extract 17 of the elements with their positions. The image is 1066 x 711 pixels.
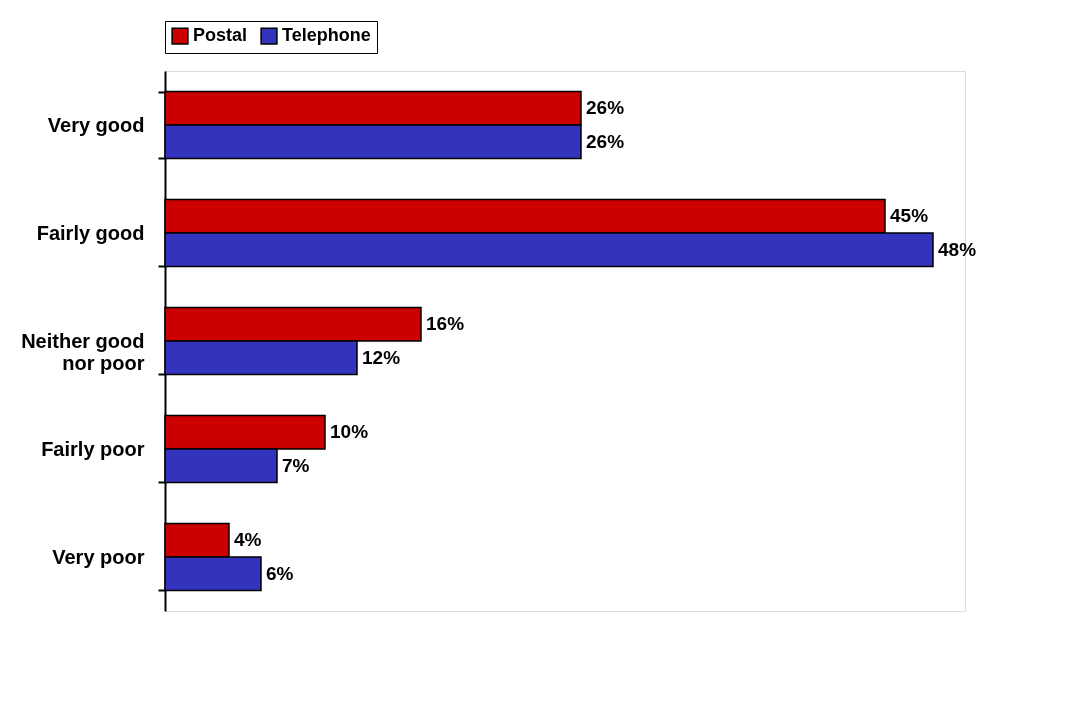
legend-label: Postal — [193, 25, 248, 46]
data-label: 26% — [586, 130, 625, 152]
legend-label: Telephone — [282, 25, 371, 46]
data-label: 7% — [282, 454, 310, 476]
data-label: 48% — [938, 238, 977, 260]
y-tick-label: Neither good nor poor — [21, 329, 145, 374]
data-label: 12% — [362, 346, 401, 368]
data-label: 26% — [586, 97, 625, 119]
y-tick-label: Fairly good — [36, 221, 145, 244]
y-tick-label: Very poor — [52, 545, 145, 568]
y-tick-label: Fairly poor — [41, 437, 145, 460]
data-label: 16% — [426, 313, 465, 335]
y-tick-label: Very good — [47, 113, 145, 136]
data-label: 4% — [234, 529, 262, 551]
data-label: 6% — [266, 562, 294, 584]
data-label: 10% — [330, 421, 369, 443]
data-label: 45% — [890, 205, 929, 227]
